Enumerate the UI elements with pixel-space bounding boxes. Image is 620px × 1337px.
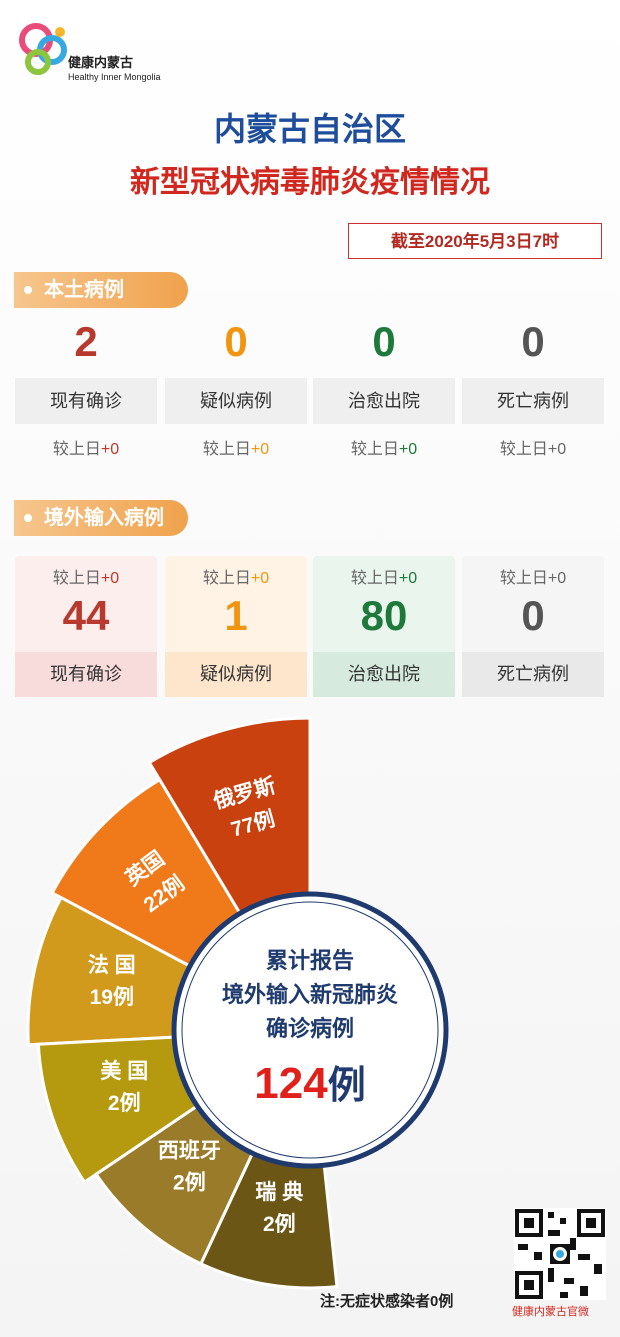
center-total: 124例	[254, 1059, 365, 1108]
date-box: 截至2020年5月3日7时	[348, 223, 602, 259]
center-ring	[181, 901, 439, 1159]
center-text: 确诊病例	[266, 1016, 354, 1041]
case-change: 较上日+0	[15, 564, 157, 588]
watermark: 健康内蒙古官微	[512, 1306, 589, 1318]
case-label: 现有确诊	[15, 378, 157, 424]
change-value: +0	[398, 441, 418, 458]
case-change: 较上日+0	[313, 564, 455, 588]
case-number: 0	[224, 318, 248, 365]
change-prefix: 较上日	[350, 441, 399, 458]
case-card: 较上日+0 0 死亡病例	[462, 556, 604, 697]
change-value: +0	[398, 570, 418, 587]
case-number: 1	[224, 592, 248, 639]
case-label: 疑似病例	[165, 652, 307, 697]
logo-en: Healthy Inner Mongolia	[68, 72, 161, 82]
sector-count: 2例	[263, 1212, 296, 1236]
center-circle	[171, 891, 449, 1169]
case-label: 死亡病例	[462, 652, 604, 697]
case-number: 0	[521, 318, 545, 365]
change-prefix: 较上日	[52, 441, 101, 458]
title: 内蒙古自治区	[213, 111, 406, 147]
logo-cn: 健康内蒙古	[68, 55, 134, 70]
case-number: 80	[360, 592, 408, 639]
case-change: 较上日+0	[313, 435, 455, 459]
sector-count: 2例	[173, 1170, 206, 1194]
section-label: 境外输入病例	[14, 500, 188, 536]
case-number: 0	[521, 592, 545, 639]
case-change: 较上日+0	[165, 564, 307, 588]
qr-code	[514, 1208, 606, 1300]
change-prefix: 较上日	[499, 441, 548, 458]
change-value: +0	[100, 441, 120, 458]
sector-label: 法 国 19例	[88, 953, 136, 1009]
change-value: +0	[250, 570, 270, 587]
change-prefix: 较上日	[202, 570, 251, 587]
sector-label: 西班牙 2例	[158, 1139, 221, 1194]
center-text: 累计报告	[266, 948, 354, 973]
case-number: 44	[62, 592, 110, 639]
total-unit: 例	[328, 1065, 366, 1107]
rose-chart: 俄罗斯77例英国22例法 国19例美 国2例西班牙2例瑞 典2例累计报告境外输入…	[26, 716, 449, 1290]
case-label: 现有确诊	[15, 652, 157, 697]
sector-name: 瑞 典	[255, 1180, 303, 1204]
change-value: +0	[547, 441, 567, 458]
case-change: 较上日+0	[462, 564, 604, 588]
sector-count: 2例	[108, 1091, 141, 1115]
center-text: 境外输入新冠肺炎	[222, 982, 398, 1007]
case-label: 治愈出院	[313, 378, 455, 424]
case-card: 较上日+0 80 治愈出院	[313, 556, 455, 697]
case-change: 较上日+0	[462, 435, 604, 459]
case-card: 较上日+0 44 现有确诊	[15, 556, 157, 697]
case-number: 0	[372, 318, 396, 365]
total-number: 124	[254, 1059, 328, 1108]
sector-name: 法 国	[88, 953, 136, 977]
case-label: 疑似病例	[165, 378, 307, 424]
case-number: 2	[74, 318, 98, 365]
change-prefix: 较上日	[350, 570, 399, 587]
change-prefix: 较上日	[499, 570, 548, 587]
sector-name: 西班牙	[158, 1139, 221, 1162]
change-value: +0	[547, 570, 567, 587]
change-value: +0	[250, 441, 270, 458]
case-change: 较上日+0	[15, 435, 157, 459]
sector-name: 美 国	[100, 1059, 148, 1083]
change-prefix: 较上日	[52, 570, 101, 587]
case-change: 较上日+0	[165, 435, 307, 459]
subtitle: 新型冠状病毒肺炎疫情情况	[130, 166, 490, 199]
note: 注:无症状感染者0例	[320, 1293, 454, 1310]
sector-label: 美 国 2例	[100, 1059, 148, 1115]
case-label: 死亡病例	[462, 378, 604, 424]
case-card: 较上日+0 1 疑似病例	[165, 556, 307, 697]
sector-label: 瑞 典 2例	[255, 1180, 303, 1236]
change-prefix: 较上日	[202, 441, 251, 458]
logo-icon	[19, 23, 67, 75]
section-label: 本土病例	[14, 272, 188, 308]
case-label: 治愈出院	[313, 652, 455, 697]
sector-count: 19例	[90, 985, 134, 1009]
change-value: +0	[100, 570, 120, 587]
